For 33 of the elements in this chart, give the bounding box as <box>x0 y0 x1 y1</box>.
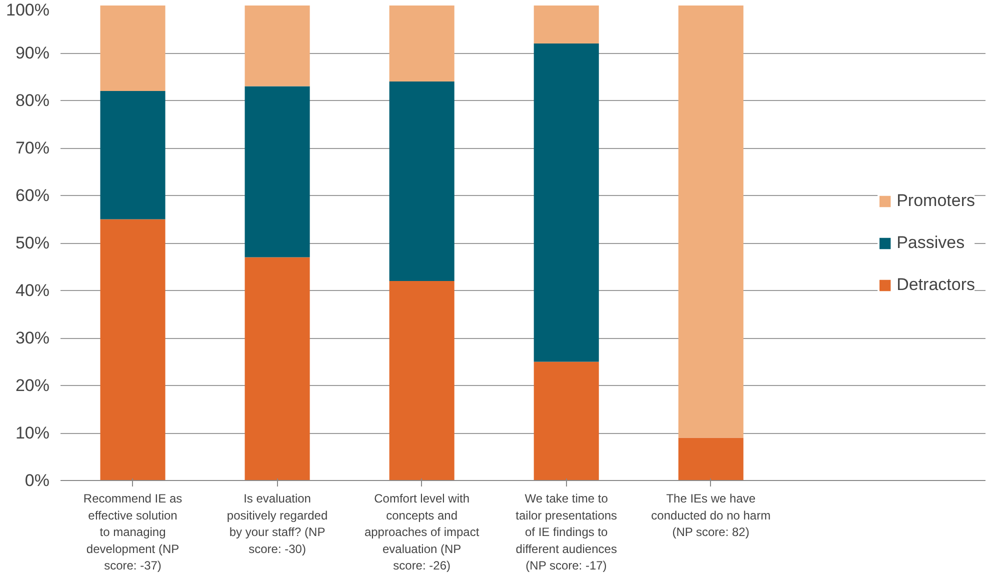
y-tick-label: 60% <box>15 186 50 205</box>
bar <box>389 82 454 281</box>
bar <box>678 438 744 480</box>
x-tick-label: Recommend IE as effective solution to managing development (NP score: -37) <box>83 492 182 573</box>
y-tick-label: 70% <box>15 138 50 158</box>
x-tick-label: Is evaluation positively regarded by your staff? (NP score: -30) <box>226 492 328 556</box>
y-tick-label: 90% <box>15 44 50 62</box>
y-tick-label: 50% <box>15 234 50 252</box>
legend-label: Passives <box>896 232 965 252</box>
bar <box>100 6 166 91</box>
y-tick-label: 0% <box>24 471 50 490</box>
x-tick-label: Comfort level with concepts and approaches of impact evaluation (NP score: -26) <box>364 492 480 573</box>
bar <box>534 44 599 362</box>
y-tick-label: 100% <box>6 0 50 20</box>
x-tick-label: We take time to tailor presentations of IE findings to different audiences (NP score: -17) <box>516 492 618 573</box>
y-tick-label: 80% <box>15 91 50 110</box>
legend-label: Promoters <box>896 190 975 210</box>
y-tick-label: 20% <box>15 376 50 395</box>
bar <box>244 257 310 480</box>
bar <box>389 6 454 82</box>
legend-label: Detractors <box>896 274 975 294</box>
y-tick-label: 10% <box>15 424 50 442</box>
bar <box>244 6 310 86</box>
bar <box>100 219 166 480</box>
x-tick-label: The IEs we have conducted do no harm (NP score: 82) <box>651 492 771 540</box>
bar <box>678 6 744 438</box>
bar <box>389 281 454 480</box>
bar <box>534 362 599 480</box>
y-tick-label: 40% <box>15 281 50 300</box>
y-tick-label: 30% <box>15 328 50 348</box>
bar <box>100 91 166 220</box>
bar <box>534 6 599 44</box>
bar <box>244 86 310 258</box>
